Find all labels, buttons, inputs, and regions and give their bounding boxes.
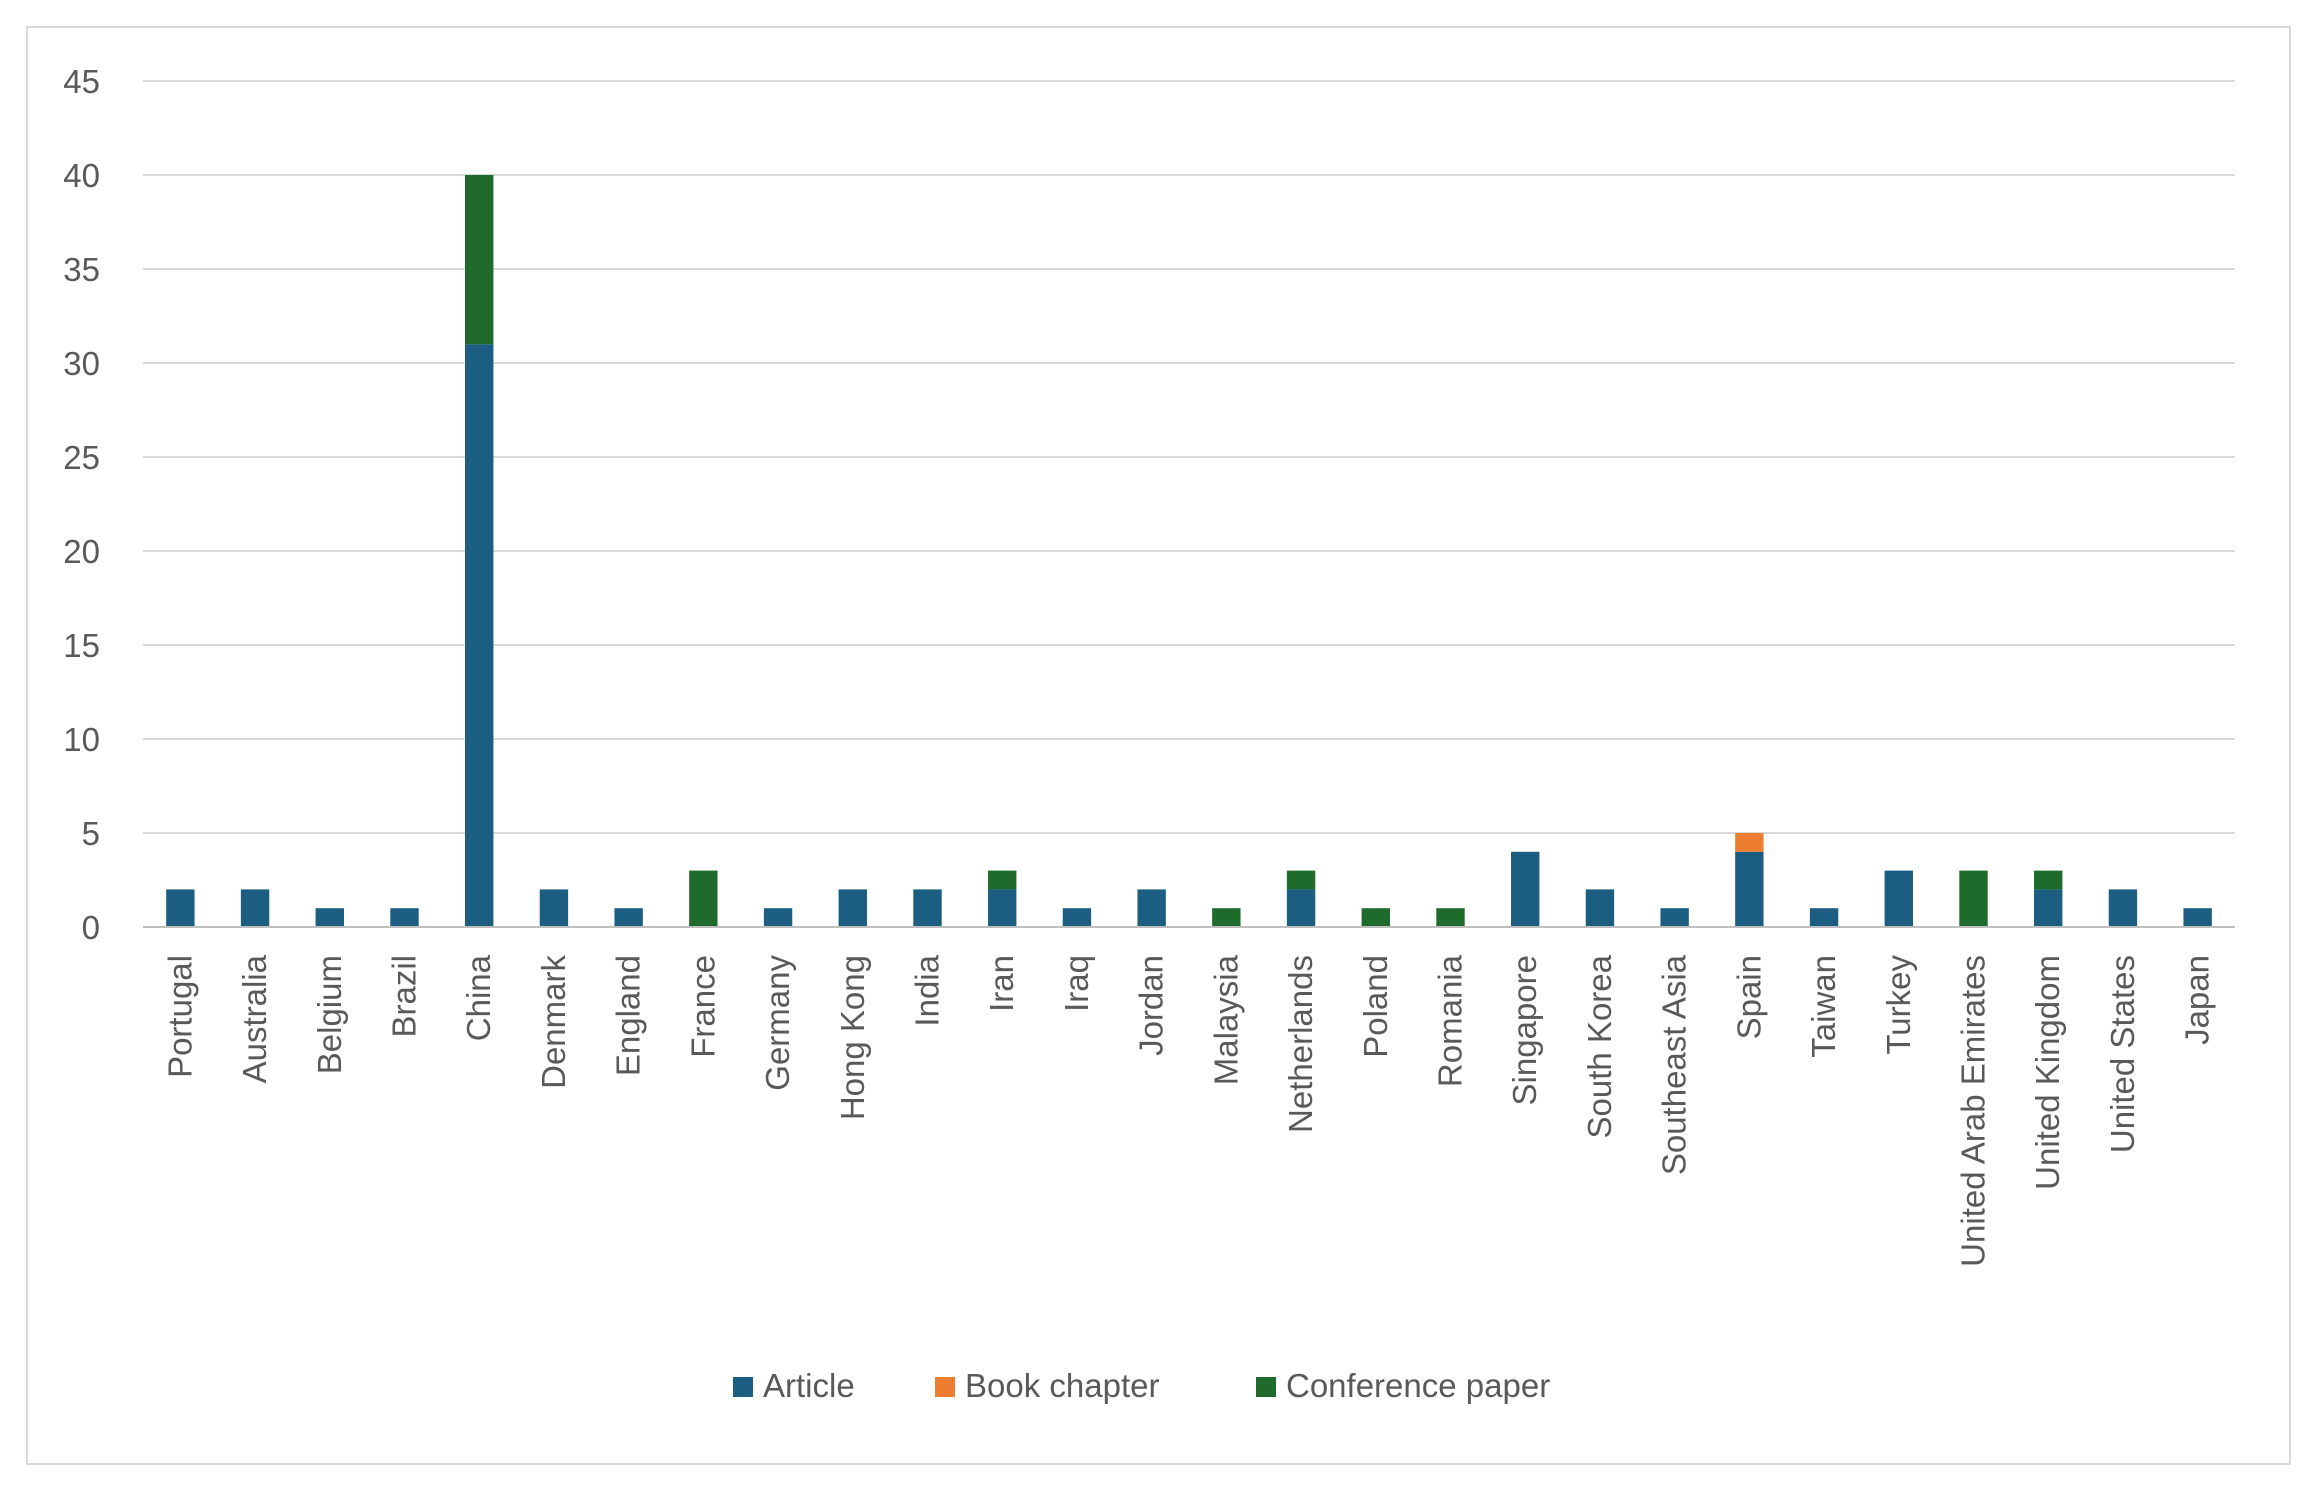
bar-conference-paper-france [689,870,718,927]
bar-article-brazil [390,908,419,927]
bar-conference-paper-united-kingdom [2034,870,2063,890]
bar-article-jordan [1137,889,1166,927]
bar-article-south-korea [1585,889,1615,927]
category-label: Spain [1730,955,1767,1039]
category-label: Southeast Asia [1656,954,1693,1175]
category-label: Malaysia [1207,954,1244,1085]
y-tick-label: 5 [82,815,100,852]
gridlines [143,80,2235,834]
category-label: China [460,954,497,1041]
bar-article-united-states [2108,889,2138,927]
bar-article-china [465,344,494,927]
category-label: Romania [1432,954,1469,1087]
legend-item-article: Article [733,1367,855,1404]
category-label: Hong Kong [834,955,871,1120]
category-label: Netherlands [1282,955,1319,1133]
bar-book-chapter-spain [1735,833,1764,852]
bar-article-taiwan [1809,908,1839,927]
y-axis-ticks: 0 5 10 15 20 25 30 35 40 45 [63,63,100,946]
bar-conference-paper-netherlands [1286,870,1316,890]
y-tick-label: 45 [63,63,100,100]
y-tick-label: 10 [63,721,100,758]
category-label: Iran [983,955,1020,1012]
legend-label: Conference paper [1286,1367,1550,1404]
bar-article-iraq [1062,908,1092,927]
bar-conference-paper-iran [988,870,1017,890]
category-label: Taiwan [1805,955,1842,1058]
category-label: France [684,955,721,1058]
bar-article-hong-kong [838,889,867,927]
y-tick-label: 40 [63,157,100,194]
bar-article-germany [763,908,793,927]
bar-article-australia [240,889,270,927]
category-label: Turkey [1880,955,1917,1055]
y-tick-label: 35 [63,251,100,288]
bar-article-belgium [315,908,344,927]
y-tick-label: 20 [63,533,100,570]
bar-article-united-kingdom [2034,889,2063,927]
bar-conference-paper-united-arab-emirates [1959,870,1988,927]
legend-label: Book chapter [965,1367,1159,1404]
category-label: Iraq [1058,955,1095,1012]
category-label: Portugal [161,955,198,1078]
bar-conference-paper-malaysia [1212,908,1241,927]
category-label: South Korea [1581,954,1618,1138]
bar-conference-paper-poland [1361,908,1390,927]
category-label: United States [2104,955,2141,1153]
bar-article-india [913,889,942,927]
category-label: Germany [759,955,796,1091]
legend-swatch [733,1377,753,1397]
y-tick-label: 0 [82,909,100,946]
legend-swatch [1256,1377,1276,1397]
category-label: Japan [2179,955,2216,1045]
category-label: Australia [236,954,273,1083]
category-label: Belgium [311,955,348,1074]
legend-label: Article [763,1367,855,1404]
bar-article-iran [988,889,1017,927]
legend: Article Book chapter Conference paper [733,1367,1550,1404]
bar-conference-paper-romania [1436,908,1465,927]
x-axis-categories: Portugal Australia Belgium Brazil China Denma… [161,954,2215,1266]
bar-article-japan [2183,908,2212,927]
legend-swatch [935,1377,955,1397]
category-label: Denmark [535,955,572,1089]
legend-item-book-chapter: Book chapter [935,1367,1159,1404]
y-tick-label: 15 [63,627,100,664]
bar-article-portugal [166,889,195,927]
chart-frame [26,26,2291,1465]
category-label: United Arab Emirates [1955,955,1992,1267]
bar-article-netherlands [1286,889,1316,927]
category-label: Singapore [1506,955,1543,1105]
y-tick-label: 30 [63,345,100,382]
category-label: United Kingdom [2029,955,2066,1190]
bar-article-spain [1735,851,1764,927]
legend-item-conference-paper: Conference paper [1256,1367,1550,1404]
y-tick-label: 25 [63,439,100,476]
category-label: Poland [1357,955,1394,1058]
bar-article-england [614,908,643,927]
bar-article-southeast-asia [1660,908,1689,927]
bar-conference-paper-china [465,175,494,345]
category-label: Jordan [1133,955,1170,1056]
category-label: India [909,954,946,1026]
bar-article-denmark [539,889,569,927]
bar-article-turkey [1884,870,1913,927]
category-label: Brazil [386,955,423,1038]
category-label: England [610,955,647,1076]
bars [166,175,2212,927]
bar-article-singapore [1511,851,1540,927]
